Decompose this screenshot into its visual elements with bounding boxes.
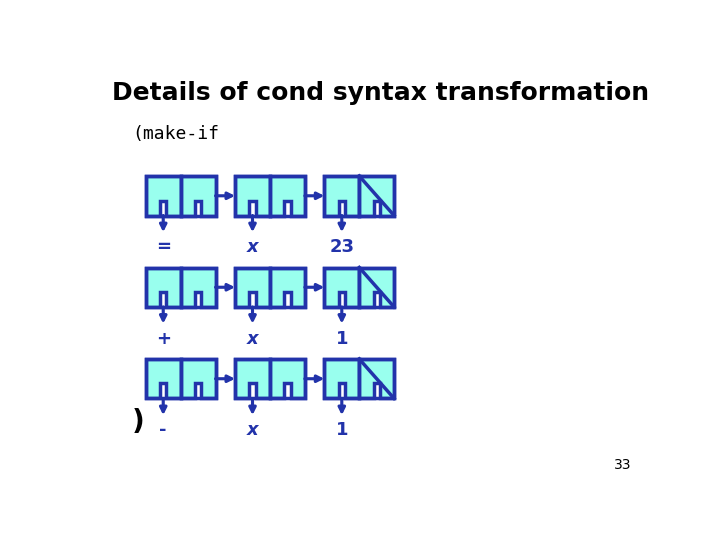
PathPatch shape bbox=[145, 176, 181, 215]
Text: x: x bbox=[247, 421, 258, 440]
Bar bbox=[145, 359, 215, 399]
PathPatch shape bbox=[181, 359, 215, 399]
Text: x: x bbox=[247, 238, 258, 256]
Text: x: x bbox=[247, 330, 258, 348]
PathPatch shape bbox=[359, 176, 394, 215]
PathPatch shape bbox=[270, 176, 305, 215]
PathPatch shape bbox=[359, 359, 394, 399]
PathPatch shape bbox=[235, 267, 270, 307]
PathPatch shape bbox=[235, 176, 270, 215]
Text: Details of cond syntax transformation: Details of cond syntax transformation bbox=[112, 82, 649, 105]
PathPatch shape bbox=[145, 267, 181, 307]
PathPatch shape bbox=[324, 267, 359, 307]
Bar bbox=[324, 359, 394, 399]
PathPatch shape bbox=[181, 176, 215, 215]
PathPatch shape bbox=[359, 267, 394, 307]
Text: =: = bbox=[156, 238, 171, 256]
Bar bbox=[235, 359, 305, 399]
Text: +: + bbox=[156, 330, 171, 348]
Text: 1: 1 bbox=[336, 330, 348, 348]
Text: -: - bbox=[160, 421, 167, 440]
PathPatch shape bbox=[324, 176, 359, 215]
PathPatch shape bbox=[270, 359, 305, 399]
Bar bbox=[324, 267, 394, 307]
Text: 1: 1 bbox=[336, 421, 348, 440]
Bar bbox=[324, 176, 394, 215]
PathPatch shape bbox=[145, 359, 181, 399]
Text: 33: 33 bbox=[613, 458, 631, 472]
Bar bbox=[145, 267, 215, 307]
Bar bbox=[145, 176, 215, 215]
Text: ): ) bbox=[132, 408, 145, 436]
PathPatch shape bbox=[270, 267, 305, 307]
Bar bbox=[235, 176, 305, 215]
PathPatch shape bbox=[235, 359, 270, 399]
Bar bbox=[235, 267, 305, 307]
Text: (make-if: (make-if bbox=[132, 125, 219, 143]
Text: 23: 23 bbox=[329, 238, 354, 256]
PathPatch shape bbox=[181, 267, 215, 307]
PathPatch shape bbox=[324, 359, 359, 399]
